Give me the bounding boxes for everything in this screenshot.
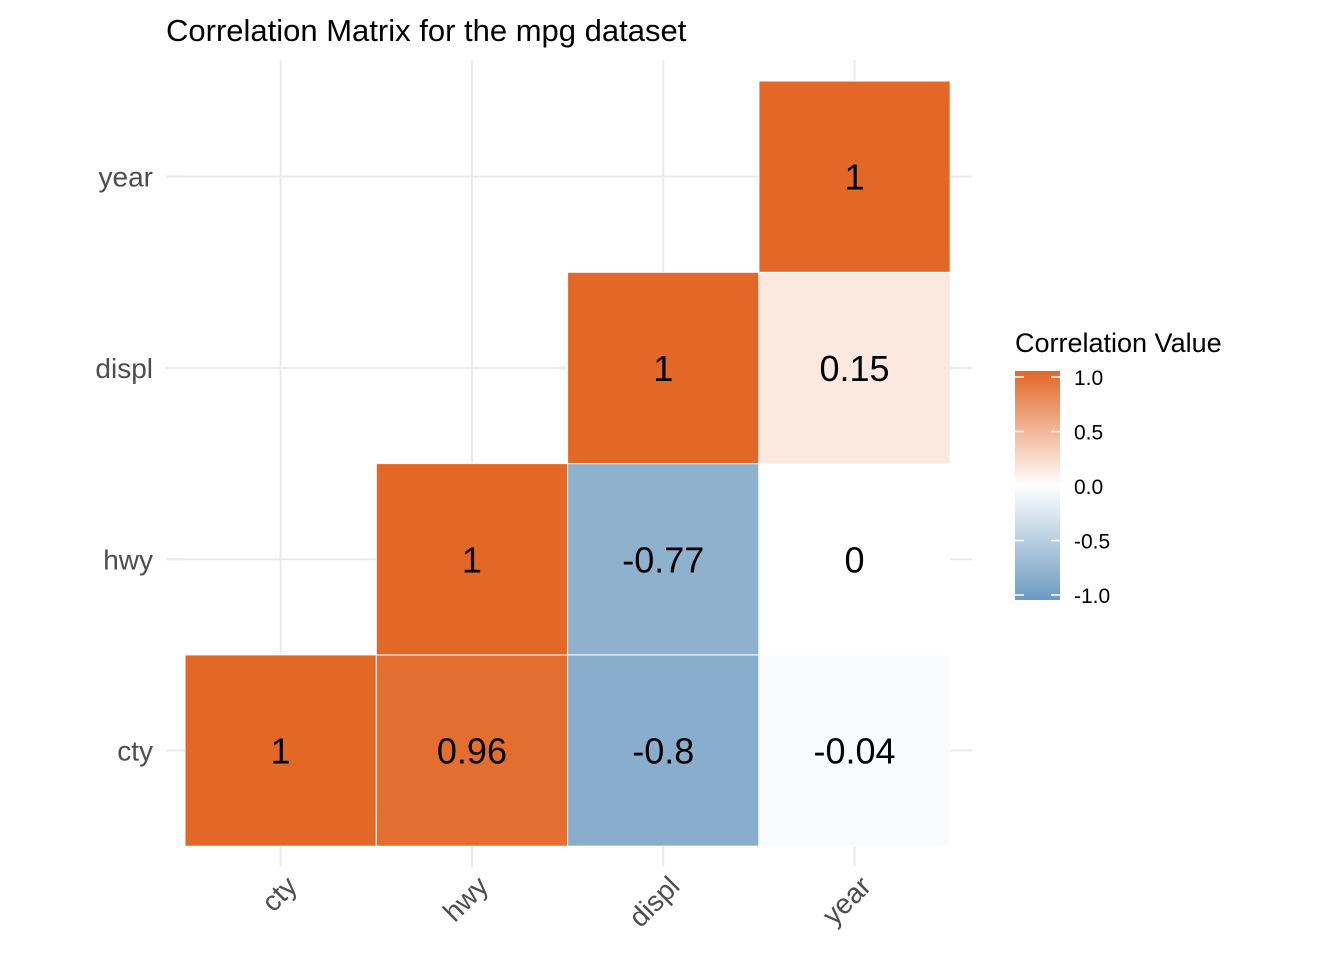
x-tick-label-displ: displ xyxy=(623,870,686,933)
chart-title: Correlation Matrix for the mpg dataset xyxy=(166,13,687,48)
y-axis: cty hwy displ year xyxy=(95,162,185,767)
x-tick-label-year: year xyxy=(816,870,876,930)
heatmap-cell-year-cty xyxy=(758,654,951,847)
cell-value-label-hwy-hwy: 1 xyxy=(462,539,482,580)
x-tick-label-hwy: hwy xyxy=(437,870,494,927)
legend-tick-label: 0.0 xyxy=(1074,476,1103,499)
x-tick-label-cty: cty xyxy=(256,870,303,917)
legend-ticks: 1.0 0.5 0.0 -0.5 -1.0 xyxy=(1015,367,1110,608)
cell-value-label-cty-cty: 1 xyxy=(271,731,291,772)
legend-tick-label: 0.5 xyxy=(1074,422,1103,445)
cell-value-label-year-year: 1 xyxy=(845,157,865,198)
cell-value-label-hwy-cty: 0.96 xyxy=(437,731,507,772)
legend-tick-label: -1.0 xyxy=(1074,585,1110,608)
x-axis: cty hwy displ year xyxy=(256,847,877,933)
heatmap-cell-displ-cty xyxy=(567,654,760,847)
cell-value-label-year-displ: 0.15 xyxy=(820,348,890,389)
legend: Correlation Value 1.0 0.5 0.0 -0.5 -1.0 xyxy=(1015,328,1222,608)
y-tick-label-hwy: hwy xyxy=(103,544,153,575)
heatmap-cell-year-year xyxy=(758,80,951,273)
y-tick-label-year: year xyxy=(99,162,153,193)
legend-title: Correlation Value xyxy=(1015,328,1222,358)
legend-tick-label: -0.5 xyxy=(1074,531,1110,554)
heatmap-cell-displ-displ xyxy=(567,271,760,465)
y-tick-label-displ: displ xyxy=(95,353,153,384)
cell-value-label-displ-displ: 1 xyxy=(653,348,673,389)
legend-tick-label: 1.0 xyxy=(1074,367,1103,390)
heatmap-cell-year-displ xyxy=(758,271,951,465)
cell-value-label-year-hwy: 0 xyxy=(845,539,865,580)
heatmap-cell-displ-hwy xyxy=(567,463,760,656)
y-tick-label-cty: cty xyxy=(117,736,153,767)
cell-value-label-displ-cty: -0.8 xyxy=(632,731,694,772)
heatmap-cells: 1 0.96 -0.8 -0.04 1 -0.77 0 1 0.15 1 xyxy=(184,80,951,847)
cell-value-label-displ-hwy: -0.77 xyxy=(622,539,704,580)
heatmap-cell-hwy-cty xyxy=(375,654,569,847)
cell-value-label-year-cty: -0.04 xyxy=(814,731,896,772)
